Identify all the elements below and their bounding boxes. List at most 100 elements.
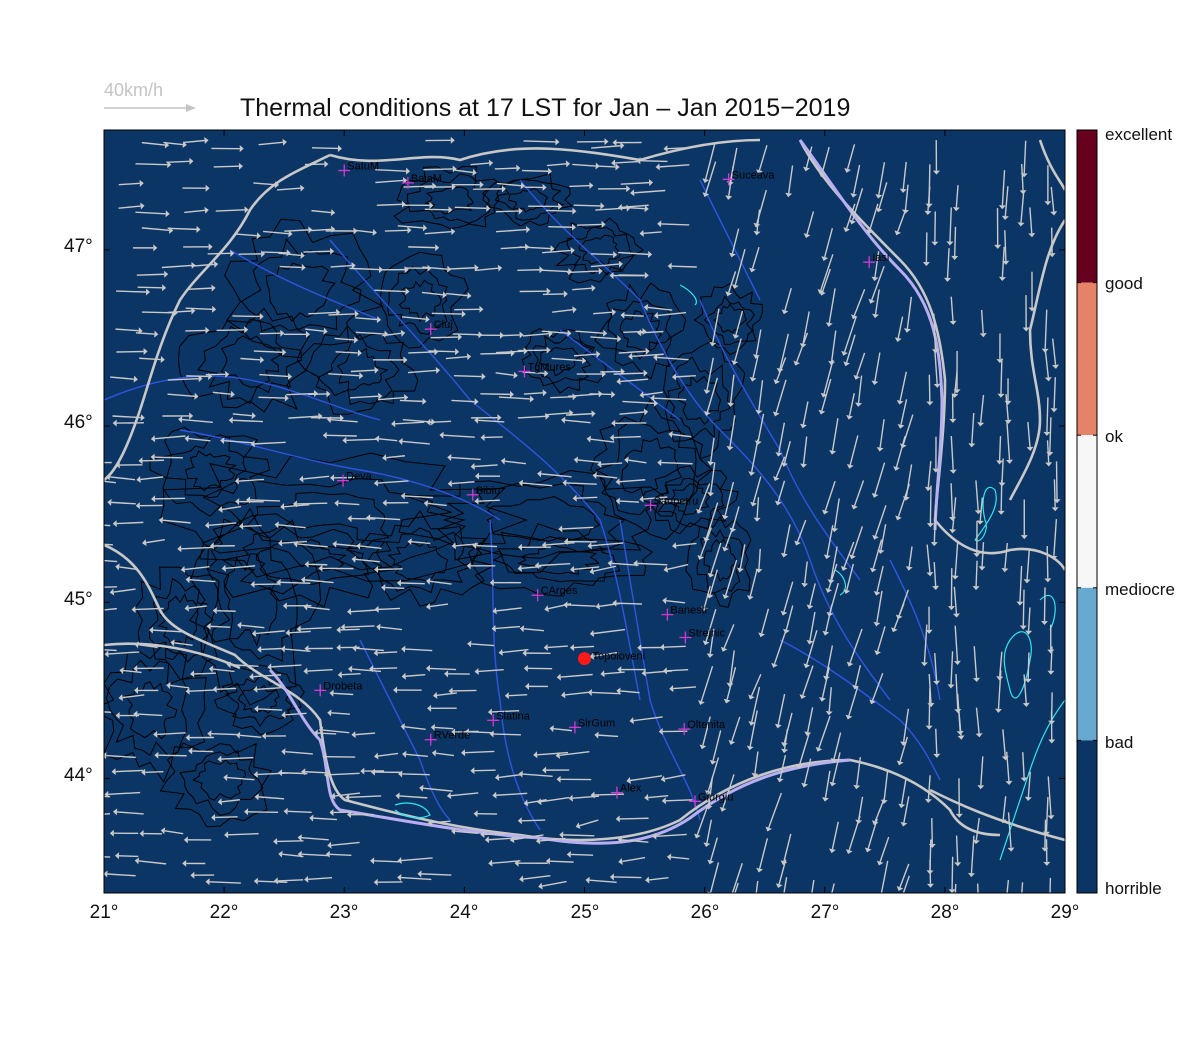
wind-arrow-head	[487, 708, 493, 716]
wind-arrow-head	[853, 784, 861, 790]
map-area[interactable]	[104, 130, 1065, 893]
contour-line	[124, 681, 178, 740]
wind-arrow-head	[189, 412, 194, 420]
wind-arrow	[1027, 652, 1030, 679]
wind-arrow-head	[999, 818, 1007, 824]
wind-arrow	[162, 519, 191, 524]
wind-arrow	[478, 419, 505, 423]
wind-arrow-head	[780, 552, 788, 558]
wind-arrow-head	[223, 774, 228, 782]
wind-arrow-head	[933, 680, 941, 685]
wind-arrow	[902, 161, 907, 190]
wind-arrow	[257, 880, 288, 884]
wind-arrow-head	[1048, 253, 1056, 258]
wind-arrow-head	[722, 594, 730, 600]
wind-arrow	[429, 667, 457, 671]
wind-arrow-head	[177, 545, 182, 553]
wind-arrow-head	[585, 876, 590, 884]
wind-arrow	[135, 332, 155, 335]
wind-arrow	[577, 459, 601, 463]
wind-arrow-head	[276, 578, 281, 586]
wind-arrow	[1020, 163, 1024, 191]
wind-arrow	[116, 521, 144, 525]
wind-arrow-head	[698, 700, 705, 705]
wind-arrow-head	[250, 440, 255, 448]
wind-arrow	[138, 860, 167, 865]
wind-arrow-head	[871, 492, 879, 498]
wind-arrow-head	[514, 859, 519, 867]
wind-arrow	[598, 734, 619, 738]
wind-arrow	[824, 770, 831, 798]
wind-arrow-head	[327, 709, 332, 717]
wind-arrow-head	[397, 857, 402, 865]
wind-arrow-head	[474, 497, 479, 505]
wind-arrow-head	[672, 542, 677, 550]
wind-arrow-head	[781, 462, 788, 467]
wind-arrow	[622, 400, 654, 405]
wind-arrow	[333, 692, 354, 696]
wind-arrow	[760, 608, 770, 634]
country-borders	[104, 138, 1065, 845]
wind-arrow-head	[719, 806, 727, 812]
wind-arrow	[613, 372, 644, 375]
wind-arrow-head	[703, 411, 711, 416]
wind-arrow-head	[393, 686, 398, 694]
wind-arrow	[596, 165, 616, 168]
wind-arrow	[188, 605, 207, 609]
wind-arrow-head	[250, 580, 255, 588]
wind-arrow	[821, 268, 832, 293]
wind-arrow	[470, 162, 490, 166]
wind-arrow	[350, 609, 379, 613]
wind-arrow-head	[748, 694, 755, 700]
wind-arrow-head	[954, 708, 962, 714]
wind-arrow-head	[955, 813, 963, 818]
wind-arrow-head	[1006, 459, 1013, 464]
wind-arrow-head	[933, 383, 941, 388]
wind-arrow	[109, 476, 136, 481]
contour-line	[177, 307, 310, 413]
wind-arrow-head	[589, 567, 595, 575]
wind-arrow	[826, 525, 834, 556]
wind-arrow	[523, 392, 543, 395]
wind-arrow	[997, 670, 1002, 709]
wind-arrow-head	[643, 369, 648, 377]
wind-arrow	[228, 832, 259, 836]
wind-arrow	[480, 352, 511, 355]
wind-arrow-head	[523, 799, 529, 807]
wind-arrow	[566, 413, 592, 416]
wind-arrow-head	[330, 209, 336, 217]
wind-arrow-head	[829, 450, 837, 455]
wind-arrow-head	[330, 792, 336, 800]
wind-arrow-head	[301, 263, 306, 271]
wind-arrow-head	[479, 305, 484, 313]
wind-arrow-head	[648, 179, 654, 187]
wind-arrow	[227, 776, 255, 781]
wind-arrow-head	[374, 435, 380, 443]
wind-arrow	[802, 311, 810, 344]
wind-arrow-head	[662, 597, 667, 605]
wind-arrow-head	[118, 694, 123, 702]
wind-arrow-head	[293, 540, 298, 548]
wind-arrow	[934, 652, 938, 681]
wind-arrow	[142, 459, 165, 462]
wind-arrow-head	[773, 475, 780, 481]
wind-arrow-head	[978, 566, 986, 571]
colorbar-label-good: good	[1105, 274, 1143, 293]
wind-arrow-head	[1001, 215, 1009, 221]
wind-arrow	[601, 462, 623, 466]
wind-arrow-head	[140, 202, 145, 210]
colorbar-label-ok: ok	[1105, 427, 1123, 446]
river-line	[229, 249, 381, 321]
city-label: CArges	[541, 585, 578, 597]
wind-arrow-head	[446, 792, 452, 800]
border-line	[104, 543, 1001, 842]
wind-arrow	[567, 270, 599, 274]
wind-arrow-head	[225, 370, 230, 378]
wind-arrow-head	[855, 402, 863, 407]
wind-arrow-head	[720, 646, 728, 652]
wind-arrow	[731, 228, 740, 254]
wind-arrow-head	[218, 505, 223, 513]
wind-arrow-head	[133, 686, 139, 694]
wind-arrow-head	[504, 692, 509, 700]
city-marker: Cluj	[424, 319, 453, 336]
